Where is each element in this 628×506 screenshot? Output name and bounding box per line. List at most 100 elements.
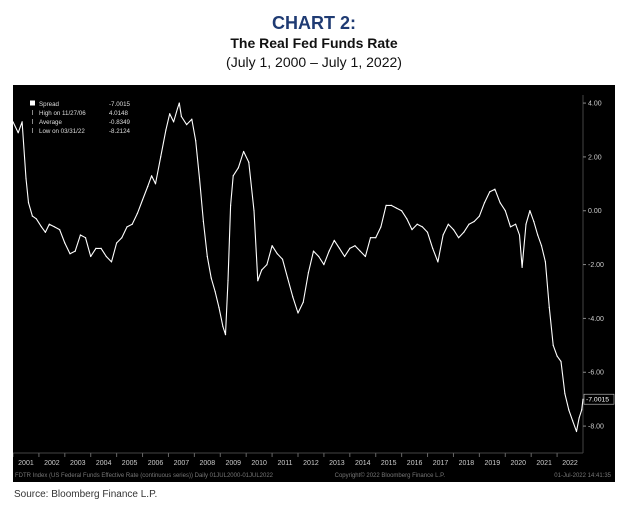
data-point xyxy=(178,102,180,104)
data-point xyxy=(17,132,19,134)
data-point xyxy=(154,183,157,185)
data-point xyxy=(90,255,92,258)
footer-description: FDTR Index (US Federal Funds Effective R… xyxy=(15,473,274,479)
data-point xyxy=(276,253,278,255)
data-point xyxy=(176,107,179,110)
data-point xyxy=(79,234,81,236)
data-point xyxy=(31,215,33,217)
data-point xyxy=(581,409,583,411)
data-point xyxy=(521,266,523,268)
data-point xyxy=(95,247,97,249)
data-point xyxy=(253,210,255,212)
data-point xyxy=(411,229,413,231)
data-point xyxy=(27,202,30,204)
data-point xyxy=(266,264,268,266)
data-point xyxy=(499,202,501,204)
data-point xyxy=(147,185,149,188)
data-point xyxy=(432,247,434,249)
x-tick-label: 2012 xyxy=(303,460,319,467)
data-point xyxy=(198,177,201,179)
legend-value: -7.0015 xyxy=(109,101,131,108)
y-tick-label: 4.00 xyxy=(588,101,602,108)
data-point xyxy=(416,223,418,225)
data-point xyxy=(169,113,171,115)
data-point xyxy=(463,231,465,233)
x-tick-label: 2002 xyxy=(44,460,60,467)
y-tick-label: -4.00 xyxy=(588,316,604,323)
legend-value: -0.8349 xyxy=(109,119,131,126)
data-point xyxy=(375,237,377,239)
data-point xyxy=(180,115,182,118)
data-point xyxy=(452,229,455,231)
data-point xyxy=(218,307,220,309)
legend-swatch xyxy=(30,100,35,106)
data-point xyxy=(141,199,144,201)
source-note: Source: Bloomberg Finance L.P. xyxy=(14,489,158,500)
data-point xyxy=(323,264,325,266)
y-tick-label: 2.00 xyxy=(588,154,602,161)
data-point xyxy=(568,409,570,411)
data-point xyxy=(544,261,547,263)
data-point xyxy=(483,202,486,204)
x-tick-label: 2014 xyxy=(355,460,371,467)
data-point xyxy=(257,280,259,282)
data-point xyxy=(131,223,133,225)
x-axis-ticks: 2001 2002 2003 2004 2005 2006 2007 2008 2009 2010… xyxy=(12,453,578,467)
data-point xyxy=(437,261,439,263)
data-point xyxy=(312,250,315,252)
x-tick-label: 2009 xyxy=(225,460,241,467)
data-point xyxy=(297,312,299,314)
legend-value: -8.2124 xyxy=(109,128,131,135)
x-tick-label: 2020 xyxy=(510,460,526,467)
x-tick-label: 2016 xyxy=(407,460,423,467)
data-point xyxy=(136,212,138,214)
data-point xyxy=(25,177,27,179)
y-tick-label: -6.00 xyxy=(588,370,604,377)
legend-label: Average xyxy=(39,119,62,126)
x-tick-label: 2015 xyxy=(381,460,397,467)
data-point xyxy=(59,229,61,231)
data-point xyxy=(53,226,56,228)
x-tick-label: 2004 xyxy=(96,460,112,467)
y-tick-label: 0.00 xyxy=(588,208,602,215)
data-point xyxy=(575,430,578,433)
data-point xyxy=(224,334,227,336)
data-point xyxy=(489,191,491,193)
data-point xyxy=(548,307,550,309)
data-point xyxy=(105,255,107,258)
chart-number: CHART 2: xyxy=(272,13,356,33)
data-point xyxy=(271,245,273,247)
x-tick-label: 2021 xyxy=(536,460,552,467)
x-tick-label: 2006 xyxy=(148,460,164,467)
x-tick-label: 2008 xyxy=(200,460,216,467)
data-point xyxy=(121,237,123,239)
series-line xyxy=(12,102,584,433)
x-tick-label: 2010 xyxy=(251,460,267,467)
chart-subtitle: (July 1, 2000 – July 1, 2022) xyxy=(226,54,402,70)
data-point xyxy=(126,226,128,228)
x-tick-label: 2018 xyxy=(459,460,475,467)
data-point xyxy=(333,239,335,241)
data-point xyxy=(202,220,204,223)
data-point xyxy=(214,290,216,293)
data-point xyxy=(318,255,320,258)
data-point xyxy=(533,220,535,223)
data-point xyxy=(364,255,366,258)
x-tick-label: 2013 xyxy=(329,460,345,467)
data-point xyxy=(40,226,43,228)
x-tick-label: 2011 xyxy=(278,460,293,467)
data-point xyxy=(395,207,398,209)
last-value-label: -7.0015 xyxy=(586,397,609,404)
data-point xyxy=(564,393,566,395)
data-point xyxy=(509,226,512,228)
y-tick-label: -2.00 xyxy=(588,262,604,269)
data-point xyxy=(281,258,284,260)
data-point xyxy=(328,250,330,252)
data-point xyxy=(21,121,23,123)
data-point xyxy=(151,175,153,177)
data-point xyxy=(552,344,554,346)
data-point xyxy=(518,234,521,236)
data-point xyxy=(74,250,76,252)
data-point xyxy=(494,188,496,190)
legend-label: Low on 03/31/22 xyxy=(39,128,85,135)
